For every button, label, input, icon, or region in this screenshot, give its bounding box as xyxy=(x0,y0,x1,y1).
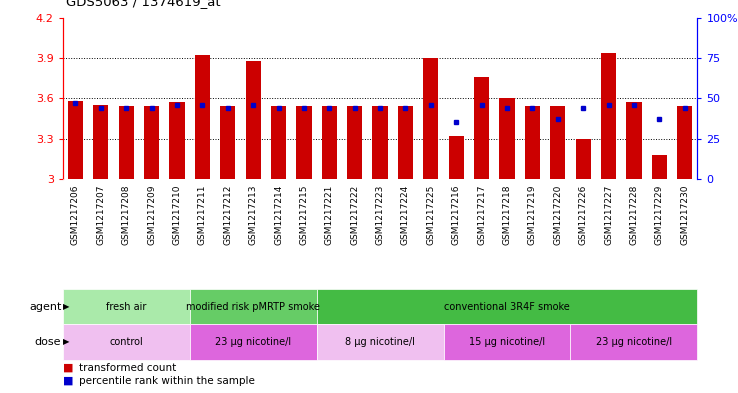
Bar xyxy=(550,106,565,179)
Text: GSM1217219: GSM1217219 xyxy=(528,184,537,245)
Text: GSM1217220: GSM1217220 xyxy=(554,184,562,245)
Text: GSM1217223: GSM1217223 xyxy=(376,184,384,245)
Bar xyxy=(677,106,692,179)
Text: agent: agent xyxy=(29,301,61,312)
Text: GSM1217215: GSM1217215 xyxy=(300,184,308,245)
Bar xyxy=(271,106,286,179)
Text: GSM1217222: GSM1217222 xyxy=(351,184,359,244)
Bar xyxy=(525,106,540,179)
Text: GSM1217217: GSM1217217 xyxy=(477,184,486,245)
Text: GSM1217218: GSM1217218 xyxy=(503,184,511,245)
Text: ▶: ▶ xyxy=(63,302,70,311)
Bar xyxy=(398,106,413,179)
Text: GSM1217225: GSM1217225 xyxy=(427,184,435,245)
Text: GSM1217226: GSM1217226 xyxy=(579,184,587,245)
Text: dose: dose xyxy=(35,337,61,347)
Text: GSM1217206: GSM1217206 xyxy=(71,184,80,245)
Text: modified risk pMRTP smoke: modified risk pMRTP smoke xyxy=(186,301,320,312)
Bar xyxy=(220,106,235,179)
Text: GSM1217228: GSM1217228 xyxy=(630,184,638,245)
Text: GSM1217212: GSM1217212 xyxy=(224,184,232,245)
Text: GSM1217216: GSM1217216 xyxy=(452,184,461,245)
Text: GSM1217207: GSM1217207 xyxy=(97,184,106,245)
Text: ■: ■ xyxy=(63,363,73,373)
Text: 8 μg nicotine/l: 8 μg nicotine/l xyxy=(345,337,415,347)
Bar xyxy=(449,136,464,179)
Text: percentile rank within the sample: percentile rank within the sample xyxy=(79,376,255,386)
Text: 15 μg nicotine/l: 15 μg nicotine/l xyxy=(469,337,545,347)
Text: GSM1217229: GSM1217229 xyxy=(655,184,663,245)
Bar xyxy=(144,106,159,179)
Bar xyxy=(169,102,184,179)
Bar xyxy=(373,106,387,179)
Bar xyxy=(296,106,311,179)
Text: GSM1217230: GSM1217230 xyxy=(680,184,689,245)
Text: ■: ■ xyxy=(63,376,73,386)
Bar xyxy=(68,101,83,179)
Bar xyxy=(652,155,667,179)
Text: fresh air: fresh air xyxy=(106,301,146,312)
Text: GSM1217209: GSM1217209 xyxy=(147,184,156,245)
Bar xyxy=(119,106,134,179)
Text: 23 μg nicotine/l: 23 μg nicotine/l xyxy=(215,337,292,347)
Text: 23 μg nicotine/l: 23 μg nicotine/l xyxy=(596,337,672,347)
Text: GSM1217210: GSM1217210 xyxy=(173,184,182,245)
Bar xyxy=(322,106,337,179)
Bar xyxy=(423,58,438,179)
Bar xyxy=(627,102,641,179)
Bar xyxy=(246,61,261,179)
Bar xyxy=(601,53,616,179)
Text: GSM1217208: GSM1217208 xyxy=(122,184,131,245)
Text: GDS5063 / 1374619_at: GDS5063 / 1374619_at xyxy=(66,0,221,8)
Text: GSM1217224: GSM1217224 xyxy=(401,184,410,244)
Bar xyxy=(93,105,108,179)
Text: ▶: ▶ xyxy=(63,338,70,346)
Bar xyxy=(195,55,210,179)
Text: GSM1217221: GSM1217221 xyxy=(325,184,334,245)
Text: control: control xyxy=(109,337,143,347)
Text: transformed count: transformed count xyxy=(79,363,176,373)
Text: GSM1217227: GSM1217227 xyxy=(604,184,613,245)
Bar xyxy=(500,98,514,179)
Text: GSM1217214: GSM1217214 xyxy=(274,184,283,245)
Bar xyxy=(474,77,489,179)
Bar xyxy=(576,139,591,179)
Text: conventional 3R4F smoke: conventional 3R4F smoke xyxy=(444,301,570,312)
Text: GSM1217211: GSM1217211 xyxy=(198,184,207,245)
Bar xyxy=(347,106,362,179)
Text: GSM1217213: GSM1217213 xyxy=(249,184,258,245)
